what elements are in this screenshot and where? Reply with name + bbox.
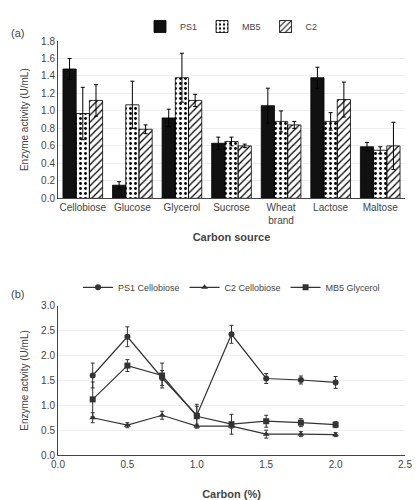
svg-text:0.0: 0.0 bbox=[51, 459, 65, 470]
svg-text:Enzyme actvity (U/mL): Enzyme actvity (U/mL) bbox=[19, 330, 30, 431]
svg-text:Carbon (%): Carbon (%) bbox=[202, 488, 261, 500]
svg-text:MB5: MB5 bbox=[242, 22, 261, 32]
svg-text:2.5: 2.5 bbox=[398, 459, 412, 470]
svg-text:1.2: 1.2 bbox=[41, 88, 55, 99]
svg-text:2.5: 2.5 bbox=[41, 325, 55, 336]
svg-text:1.6: 1.6 bbox=[41, 53, 55, 64]
svg-text:0.6: 0.6 bbox=[41, 140, 55, 151]
svg-text:0.8: 0.8 bbox=[41, 123, 55, 134]
svg-text:0.2: 0.2 bbox=[41, 175, 55, 186]
svg-text:1.0: 1.0 bbox=[41, 105, 55, 116]
svg-text:0.5: 0.5 bbox=[41, 425, 55, 436]
svg-text:0.4: 0.4 bbox=[41, 158, 55, 169]
svg-text:1.8: 1.8 bbox=[41, 36, 55, 47]
svg-text:(a): (a) bbox=[11, 27, 24, 39]
svg-text:Glucose: Glucose bbox=[114, 202, 151, 213]
svg-text:Cellobiose: Cellobiose bbox=[59, 202, 106, 213]
svg-text:Lactose: Lactose bbox=[313, 202, 348, 213]
svg-text:Sucrose: Sucrose bbox=[213, 202, 250, 213]
svg-text:PS1: PS1 bbox=[180, 22, 197, 32]
svg-text:C2: C2 bbox=[306, 22, 318, 32]
svg-text:PS1 Cellobiose: PS1 Cellobiose bbox=[118, 283, 180, 293]
svg-text:1.4: 1.4 bbox=[41, 70, 55, 81]
svg-text:Maltose: Maltose bbox=[363, 202, 398, 213]
svg-text:1.5: 1.5 bbox=[259, 459, 273, 470]
svg-text:0.0: 0.0 bbox=[41, 450, 55, 461]
svg-text:2.0: 2.0 bbox=[329, 459, 343, 470]
svg-text:MB5 Glycerol: MB5 Glycerol bbox=[326, 283, 380, 293]
svg-text:Enzyme activity (U/mL): Enzyme activity (U/mL) bbox=[19, 68, 30, 171]
svg-text:(b): (b) bbox=[11, 288, 24, 300]
svg-text:1.0: 1.0 bbox=[41, 400, 55, 411]
svg-text:C2 Cellobiose: C2 Cellobiose bbox=[225, 283, 281, 293]
svg-text:1.5: 1.5 bbox=[41, 375, 55, 386]
svg-text:Wheatbrand: Wheatbrand bbox=[267, 202, 296, 226]
svg-text:2.0: 2.0 bbox=[41, 350, 55, 361]
svg-text:Glycerol: Glycerol bbox=[164, 202, 201, 213]
svg-text:3.0: 3.0 bbox=[41, 300, 55, 311]
svg-text:0.0: 0.0 bbox=[41, 193, 55, 204]
svg-text:Carbon source: Carbon source bbox=[193, 231, 271, 243]
svg-text:0.5: 0.5 bbox=[120, 459, 134, 470]
svg-text:1.0: 1.0 bbox=[190, 459, 204, 470]
